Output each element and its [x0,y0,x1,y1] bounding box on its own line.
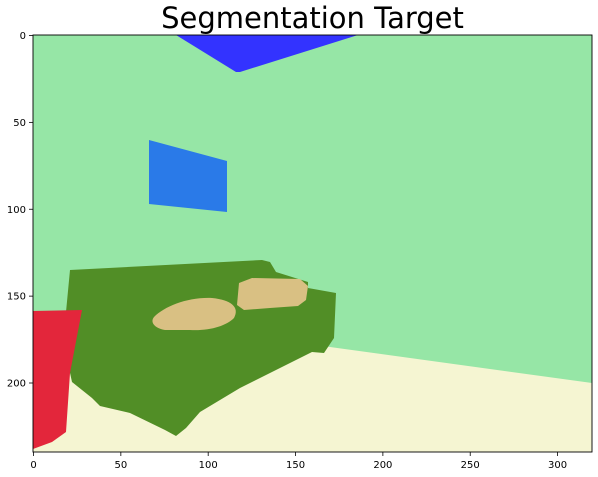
x-tick-label: 100 [199,460,218,471]
axes-frame [32,34,593,453]
window-region [149,140,227,212]
pillow-right-region [237,278,308,310]
x-tick-label: 200 [373,460,392,471]
y-axis: 0 50 100 150 200 [7,31,33,390]
x-tick-label: 150 [286,460,305,471]
y-tick-label: 100 [7,205,26,216]
y-tick-label: 200 [7,379,26,390]
ceiling-region [176,35,358,72]
x-axis: 0 50 100 150 200 250 300 [30,452,567,471]
plot-title: Segmentation Target [161,1,464,35]
y-tick-label: 0 [20,31,26,42]
x-tick-label: 0 [30,460,36,471]
segmentation-image [33,35,592,452]
pillow-left-region [152,297,236,331]
x-tick-label: 300 [548,460,567,471]
x-tick-label: 50 [114,460,127,471]
chair-region [33,310,82,449]
y-tick-label: 50 [13,118,26,129]
y-tick-label: 150 [7,292,26,303]
x-tick-label: 250 [461,460,480,471]
